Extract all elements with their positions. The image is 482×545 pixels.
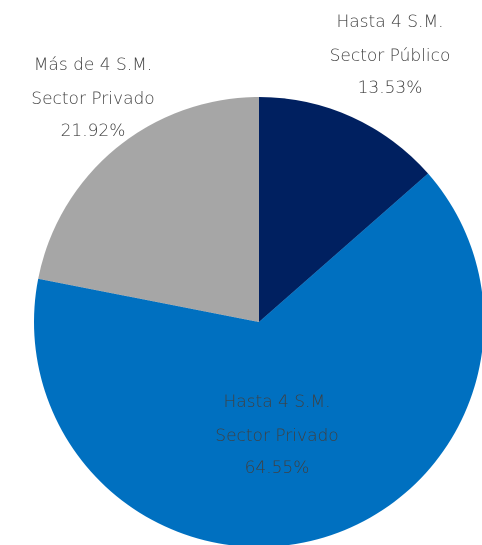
pie-slice [34,173,482,545]
slice-label: Hasta 4 S.M. [223,392,330,412]
value-label: 13.53% [358,78,423,98]
slice-label: Sector Público [330,46,451,66]
value-label: 21.92% [61,121,126,141]
slice-label: Más de 4 S.M. [34,55,153,75]
pie-slice [38,97,259,322]
value-label: 64.55% [245,458,310,478]
slice-label: Hasta 4 S.M. [336,12,443,32]
slice-label: Sector Privado [31,89,154,109]
pie-slice [259,97,429,322]
slice-label: Sector Privado [215,426,338,446]
